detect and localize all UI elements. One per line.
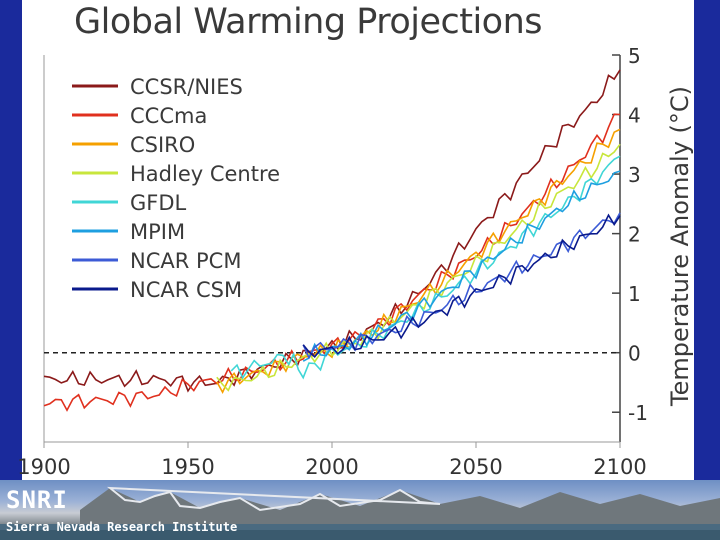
legend-label: CCSR/NIES (130, 75, 243, 99)
x-tick-label: 2100 (593, 455, 646, 479)
x-tick-label: 1900 (17, 455, 70, 479)
series-line (43, 113, 621, 412)
y-axis-label: Temperature Anomaly (°C) (666, 86, 694, 407)
y-tick-label: 3 (628, 163, 641, 187)
mountain-photo (0, 486, 720, 540)
legend-label: NCAR PCM (130, 249, 241, 273)
legend-label: NCAR CSM (130, 278, 242, 302)
legend-label: CSIRO (130, 133, 195, 157)
page-title: Global Warming Projections (74, 2, 543, 42)
series-lines (43, 69, 621, 412)
series-line (302, 213, 621, 358)
y-tick-label: 4 (628, 104, 641, 128)
series-line (230, 155, 621, 380)
legend-label: Hadley Centre (130, 162, 280, 186)
legend-label: MPIM (130, 220, 185, 244)
y-tick-label: -1 (628, 401, 648, 425)
footer-banner: SNRI Sierra Nevada Research Institute (0, 480, 720, 540)
institute-name: Sierra Nevada Research Institute (6, 520, 238, 534)
legend-label: GFDL (130, 191, 187, 215)
y-tick-label: 0 (628, 342, 641, 366)
y-tick-label: 2 (628, 223, 641, 247)
x-tick-label: 2050 (449, 455, 502, 479)
x-tick-label: 2000 (305, 455, 358, 479)
legend-label: CCCma (130, 104, 207, 128)
axes: -1 0 1 2 3 4 5 1900 1950 2000 2050 2100 (17, 44, 648, 479)
y-tick-label: 5 (628, 44, 641, 68)
series-line (302, 212, 621, 360)
y-tick-label: 1 (628, 282, 641, 306)
legend: CCSR/NIES CCCma CSIRO Hadley Centre GFDL MPIM… (72, 75, 280, 302)
series-line (302, 170, 621, 362)
series-line (43, 69, 621, 393)
snri-logo: SNRI (6, 486, 68, 514)
x-tick-label: 1950 (161, 455, 214, 479)
